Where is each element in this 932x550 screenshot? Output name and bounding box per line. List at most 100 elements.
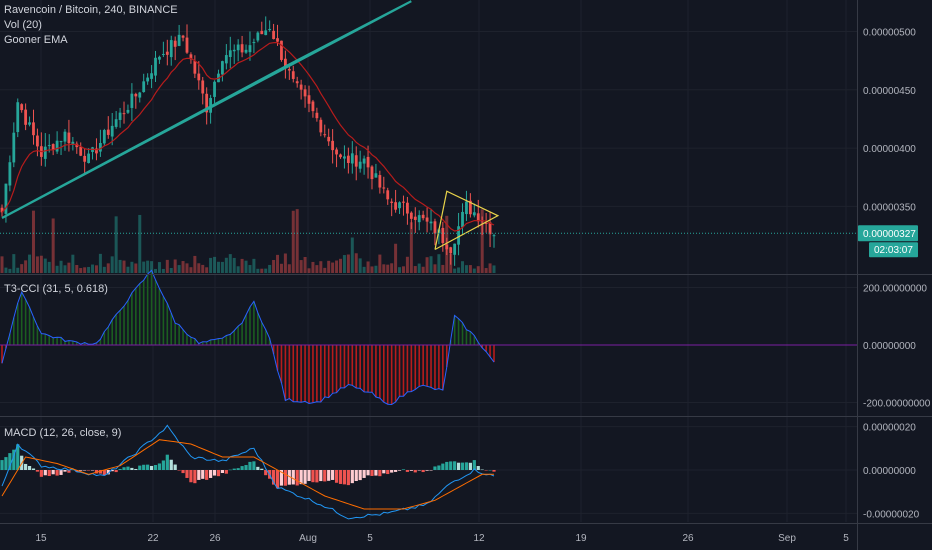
candle-body-8 [32, 122, 35, 136]
macd-hist-9 [35, 470, 40, 472]
symbol-title[interactable]: Ravencoin / Bitcoin, 240, BINANCE [4, 4, 178, 16]
candle-body-51 [201, 80, 205, 94]
volume-bar-56 [220, 261, 224, 273]
macd-hist-90 [354, 470, 358, 482]
candle-body-95 [374, 173, 378, 178]
candle-body-109 [429, 221, 433, 224]
macd-hist-75 [295, 470, 299, 486]
macd-hist-33 [130, 467, 134, 470]
volume-bar-4 [16, 267, 20, 273]
macd-hist-85 [334, 470, 339, 483]
macd-pane [0, 424, 496, 520]
macd-hist-94 [370, 470, 374, 476]
candle-body-54 [213, 81, 216, 97]
candle-body-41 [161, 53, 165, 55]
macd-hist-83 [327, 470, 331, 481]
macd-hist-7 [27, 466, 32, 470]
volume-bar-38 [150, 261, 154, 273]
volume-bar-121 [476, 266, 480, 273]
candle-body-71 [280, 40, 283, 60]
macd-hist-57 [224, 470, 228, 474]
candle-body-3 [12, 132, 16, 163]
macd-hist-79 [311, 470, 315, 483]
volume-bar-5 [20, 264, 24, 273]
volume-bar-74 [291, 210, 295, 273]
candle-body-124 [488, 222, 492, 235]
volume-bar-96 [378, 254, 382, 273]
candle-body-116 [457, 226, 460, 245]
macd-hist-93 [366, 470, 370, 476]
candle-body-80 [315, 112, 319, 119]
macd-hist-11 [43, 470, 47, 476]
macd-legend: MACD (12, 26, close, 9) [4, 426, 121, 441]
candle-body-46 [181, 35, 185, 38]
macd-hist-43 [169, 459, 173, 470]
macd-hist-20 [79, 470, 83, 471]
candle-body-89 [350, 153, 354, 164]
macd-hist-96 [378, 470, 382, 477]
symmetrical-triangle-trendline[interactable] [434, 190, 500, 251]
volume-bar-22 [87, 266, 91, 273]
macd-hist-32 [126, 466, 130, 470]
trendline-drawings[interactable] [0, 0, 857, 251]
volume-bar-107 [421, 266, 425, 273]
macd-hist-65 [256, 466, 260, 470]
macd-hist-123 [484, 470, 488, 471]
volume-bar-40 [157, 262, 161, 273]
macd-tick-2: -0.00000020 [863, 509, 920, 520]
volume-bar-43 [169, 267, 173, 273]
volume-bar-105 [413, 266, 417, 273]
volume-bar-28 [110, 256, 114, 273]
volume-bar-47 [185, 263, 189, 273]
candle-body-21 [83, 155, 87, 162]
macd-hist-41 [161, 460, 165, 470]
volume-bar-45 [177, 265, 181, 273]
volume-bar-59 [232, 257, 236, 273]
volume-bar-67 [264, 268, 268, 273]
volume-bar-34 [134, 263, 138, 273]
candle-body-125 [492, 235, 496, 237]
candle-body-11 [43, 146, 47, 159]
cci-tick-0: 200.00000000 [863, 284, 927, 295]
candle-body-31 [122, 113, 126, 115]
macd-hist-72 [283, 470, 287, 486]
macd-hist-76 [299, 470, 303, 485]
ema-indicator-label[interactable]: Gooner EMA [4, 34, 68, 46]
volume-bar-52 [205, 267, 209, 273]
candle-body-33 [130, 93, 134, 108]
candle-body-45 [177, 34, 181, 46]
volume-bar-42 [165, 259, 169, 273]
cci-indicator-label[interactable]: T3-CCI (31, 5, 0.618) [4, 283, 108, 295]
candle-body-108 [425, 217, 429, 222]
time-tick-2: 26 [209, 533, 221, 544]
macd-hist-98 [386, 470, 390, 475]
axes: 0.00000500 0.00000450 0.00000400 0.00000350… [35, 27, 930, 544]
volume-bar-71 [279, 263, 283, 273]
candle-body-67 [264, 30, 268, 36]
volume-bar-0 [0, 256, 4, 273]
candle-body-38 [150, 73, 153, 79]
rising-wedge-trendline[interactable] [1, 0, 412, 219]
macd-hist-34 [134, 468, 138, 470]
volume-bar-78 [307, 268, 311, 273]
macd-hist-29 [114, 470, 118, 473]
candle-body-100 [394, 202, 397, 210]
macd-hist-114 [449, 461, 453, 470]
candle-body-86 [339, 154, 342, 158]
volume-bar-39 [154, 268, 158, 273]
macd-hist-115 [453, 461, 457, 470]
macd-hist-28 [110, 470, 114, 472]
candle-body-114 [449, 247, 453, 254]
volume-bar-32 [126, 266, 130, 273]
volume-bar-76 [299, 260, 303, 273]
volume-bar-93 [366, 261, 370, 273]
macd-indicator-label[interactable]: MACD (12, 26, close, 9) [4, 427, 122, 439]
candle-body-62 [244, 49, 248, 53]
vol-indicator-label[interactable]: Vol (20) [4, 19, 42, 31]
macd-hist-86 [338, 470, 343, 484]
macd-hist-113 [445, 461, 449, 470]
signal-line [1, 439, 494, 510]
candle-body-112 [441, 227, 445, 244]
